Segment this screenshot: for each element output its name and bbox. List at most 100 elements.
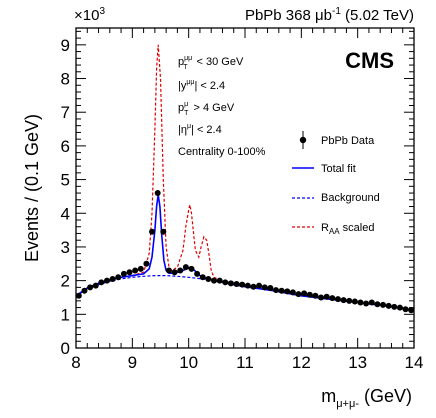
data-point xyxy=(227,280,234,287)
data-point xyxy=(171,269,178,276)
y-tick-label: 9 xyxy=(61,36,70,55)
data-point xyxy=(216,277,223,284)
total-fit-curve xyxy=(75,194,415,311)
legend-marker-data xyxy=(299,136,307,144)
data-point xyxy=(334,296,341,303)
data-point xyxy=(87,284,94,291)
data-point xyxy=(340,297,347,304)
x-tick-label: 8 xyxy=(71,353,80,372)
y-axis-title: Events / (0.1 GeV) xyxy=(22,114,42,262)
data-point xyxy=(143,260,150,267)
data-point xyxy=(374,301,381,308)
data-point xyxy=(75,292,82,299)
y-tick-label: 1 xyxy=(61,305,70,324)
series-curves xyxy=(75,44,415,311)
legend-item-raa-scaled: RAA scaled xyxy=(292,222,374,236)
plot-frame xyxy=(75,27,415,349)
background-curve xyxy=(75,275,415,311)
data-point xyxy=(289,289,296,296)
cut-muon-pt: pμ T > 4 GeV xyxy=(178,101,235,117)
luminosity-label: PbPb 368 μb-1 (5.02 TeV) xyxy=(245,6,414,24)
y-tick-label: 5 xyxy=(61,171,70,190)
data-point xyxy=(103,277,110,284)
data-point xyxy=(165,267,172,274)
data-point xyxy=(306,291,313,298)
cut-dimuon-pt: pμμ T < 30 GeV xyxy=(178,55,244,71)
y-tick-label: 3 xyxy=(61,238,70,257)
data-point xyxy=(199,274,206,281)
y-tick-label: 2 xyxy=(61,272,70,291)
legend-item-background: Background xyxy=(292,192,380,204)
y-tick-label: 0 xyxy=(61,339,70,358)
y-tick-label: 8 xyxy=(61,70,70,89)
data-point xyxy=(205,275,212,282)
data-point xyxy=(312,292,319,299)
y-tick-label: 7 xyxy=(61,103,70,122)
y-tick-label: 4 xyxy=(61,204,70,223)
legend-label-total-fit: Total fit xyxy=(321,163,356,175)
data-point xyxy=(295,291,302,298)
x-tick-label: 9 xyxy=(128,353,137,372)
data-point xyxy=(149,228,156,235)
raa-scaled-curve xyxy=(75,44,415,311)
data-point xyxy=(81,287,88,294)
y-tick-label: 6 xyxy=(61,137,70,156)
data-point xyxy=(357,299,364,306)
data-point xyxy=(323,293,330,300)
x-tick-label: 14 xyxy=(405,353,424,372)
selection-cuts: pμμ T < 30 GeV |yμμ| < 2.4 pμ T > 4 GeV |η… xyxy=(178,55,266,158)
legend-label-background: Background xyxy=(321,192,380,204)
data-point xyxy=(222,279,229,286)
cms-label: CMS xyxy=(345,48,394,73)
data-point xyxy=(137,265,144,272)
data-point xyxy=(182,264,189,271)
data-point xyxy=(402,306,409,313)
data-point xyxy=(211,277,218,284)
data-point xyxy=(385,302,392,309)
data-point xyxy=(256,282,263,289)
data-point xyxy=(233,281,240,287)
data-point xyxy=(346,297,353,304)
data-point xyxy=(278,287,285,294)
data-point xyxy=(109,275,116,282)
data-point xyxy=(126,269,133,276)
data-point xyxy=(363,300,370,307)
x-tick-label: 10 xyxy=(179,353,198,372)
cut-centrality: Centrality 0-100% xyxy=(178,146,266,158)
data-point xyxy=(239,281,246,288)
data-point xyxy=(120,270,127,277)
data-point xyxy=(267,285,274,292)
x-axis-title: mμ+μ- (GeV) xyxy=(321,386,412,410)
data-point xyxy=(115,274,122,281)
data-point xyxy=(98,279,105,286)
data-point xyxy=(351,298,358,305)
data-point xyxy=(368,299,375,306)
legend-label-data: PbPb Data xyxy=(321,135,375,147)
data-points xyxy=(75,190,415,314)
data-point xyxy=(391,303,398,310)
y-multiplier: ×103 xyxy=(74,6,105,24)
data-point xyxy=(284,288,291,295)
cut-dimuon-rapidity: |yμμ| < 2.4 xyxy=(178,79,225,92)
legend-label-raa-scaled: RAA scaled xyxy=(321,222,374,236)
data-point xyxy=(188,265,195,272)
legend-item-total-fit: Total fit xyxy=(292,163,356,175)
legend-item-data: PbPb Data xyxy=(299,131,375,149)
x-tick-label: 13 xyxy=(348,353,367,372)
data-point xyxy=(154,190,161,197)
legend: PbPb Data Total fit Background RAA scale… xyxy=(292,131,380,236)
data-point xyxy=(132,267,139,274)
data-point xyxy=(160,228,167,235)
x-tick-label: 12 xyxy=(292,353,311,372)
data-point xyxy=(261,284,268,291)
data-point xyxy=(194,270,201,277)
data-point xyxy=(244,282,251,289)
data-point xyxy=(301,290,308,297)
data-point xyxy=(396,304,403,311)
data-point xyxy=(92,282,99,289)
x-tick-label: 11 xyxy=(236,353,254,372)
data-point xyxy=(250,283,257,290)
